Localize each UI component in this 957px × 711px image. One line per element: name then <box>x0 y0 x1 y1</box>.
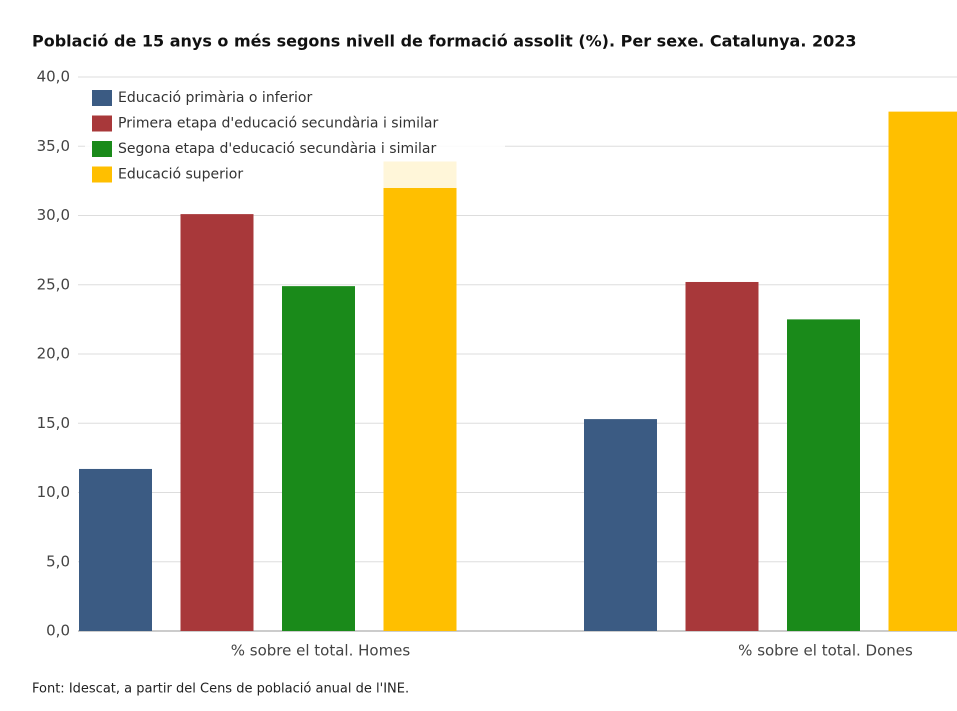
legend-box <box>85 85 505 188</box>
legend-swatch <box>92 90 112 106</box>
legend-label: Primera etapa d'educació secundària i si… <box>118 116 438 132</box>
y-tick-label: 20,0 <box>37 345 70 363</box>
y-tick-label: 35,0 <box>37 137 70 155</box>
source-note: Font: Idescat, a partir del Cens de pobl… <box>32 682 409 697</box>
y-tick-label: 0,0 <box>46 622 70 640</box>
bar <box>584 419 657 631</box>
legend-label: Educació superior <box>118 167 243 183</box>
bar <box>180 214 254 632</box>
chart-title: Població de 15 anys o més segons nivell … <box>32 32 857 51</box>
y-tick-label: 40,0 <box>37 68 70 86</box>
legend-label: Segona etapa d'educació secundària i sim… <box>118 141 436 157</box>
y-tick-label: 30,0 <box>37 206 70 224</box>
legend-swatch <box>92 166 112 183</box>
bar <box>79 468 152 631</box>
bar <box>383 161 457 632</box>
x-tick-label: % sobre el total. Dones <box>738 642 913 660</box>
legend-swatch <box>92 115 112 132</box>
legend-swatch <box>92 141 112 157</box>
bar <box>685 281 759 631</box>
bar <box>282 286 355 631</box>
x-tick-label: % sobre el total. Homes <box>231 642 411 660</box>
legend-label: Educació primària o inferior <box>118 90 312 106</box>
bar <box>888 111 957 631</box>
y-tick-label: 15,0 <box>37 414 70 432</box>
y-tick-label: 10,0 <box>37 483 70 501</box>
y-tick-label: 25,0 <box>37 275 70 293</box>
y-tick-label: 5,0 <box>46 552 70 570</box>
bar <box>787 319 860 631</box>
